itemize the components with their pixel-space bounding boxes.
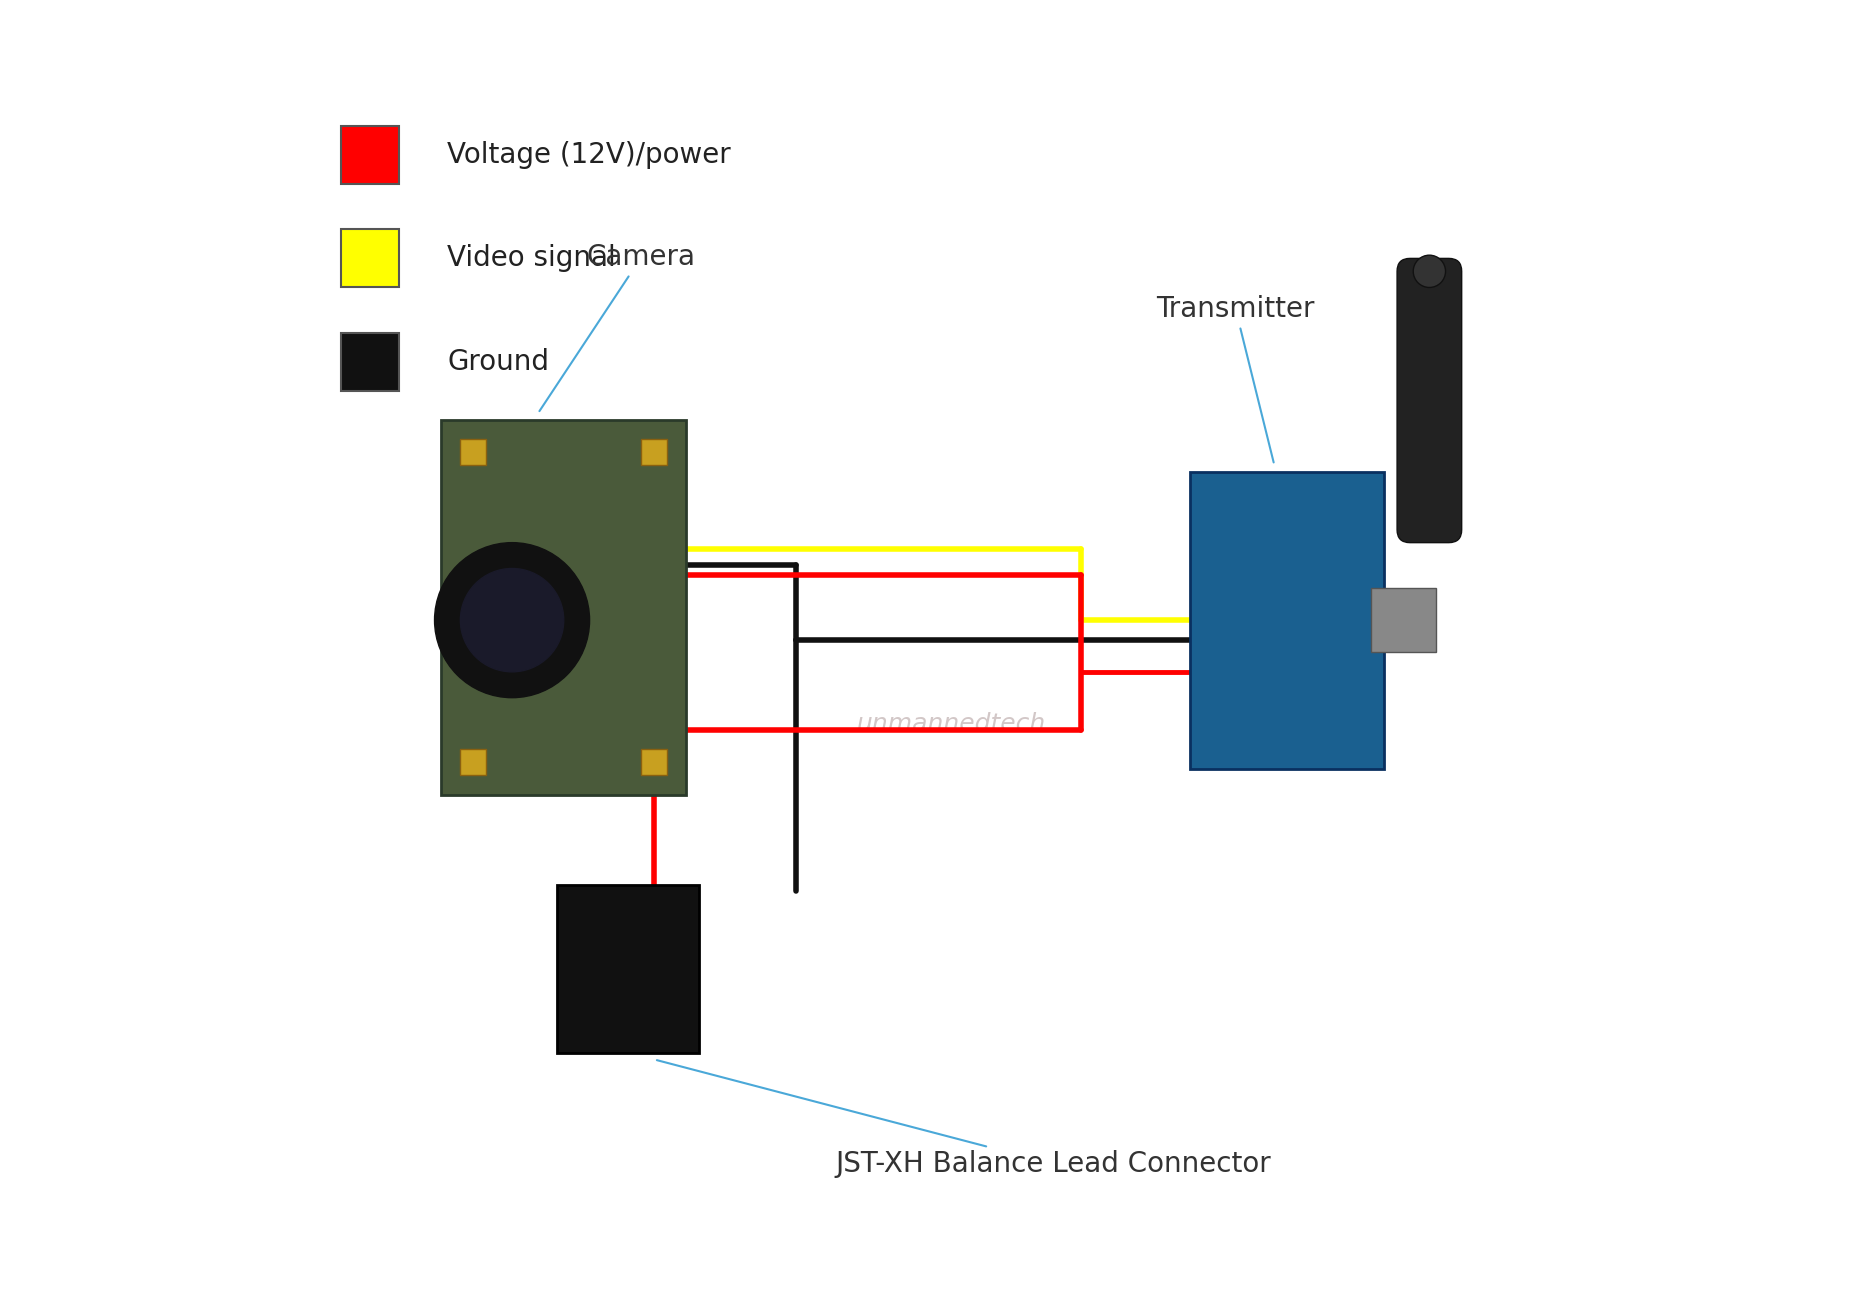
Text: Camera: Camera	[539, 243, 696, 411]
Text: Ground: Ground	[448, 348, 550, 376]
Text: unmannedtech: unmannedtech	[857, 712, 1046, 735]
FancyBboxPatch shape	[557, 885, 700, 1053]
FancyBboxPatch shape	[1372, 588, 1436, 652]
FancyBboxPatch shape	[441, 420, 687, 795]
FancyBboxPatch shape	[461, 439, 487, 465]
Text: JST-XH Balance Lead Connector: JST-XH Balance Lead Connector	[657, 1061, 1272, 1178]
Text: Transmitter: Transmitter	[1157, 295, 1314, 463]
FancyBboxPatch shape	[341, 229, 400, 287]
Ellipse shape	[1412, 256, 1446, 288]
FancyBboxPatch shape	[341, 125, 400, 185]
FancyBboxPatch shape	[640, 749, 666, 775]
Circle shape	[435, 543, 590, 698]
FancyBboxPatch shape	[1398, 258, 1462, 543]
Text: Video signal: Video signal	[448, 244, 616, 273]
FancyBboxPatch shape	[341, 332, 400, 391]
FancyBboxPatch shape	[461, 749, 487, 775]
Circle shape	[461, 568, 565, 672]
FancyBboxPatch shape	[1190, 472, 1385, 769]
FancyBboxPatch shape	[640, 439, 666, 465]
Text: Voltage (12V)/power: Voltage (12V)/power	[448, 141, 731, 169]
